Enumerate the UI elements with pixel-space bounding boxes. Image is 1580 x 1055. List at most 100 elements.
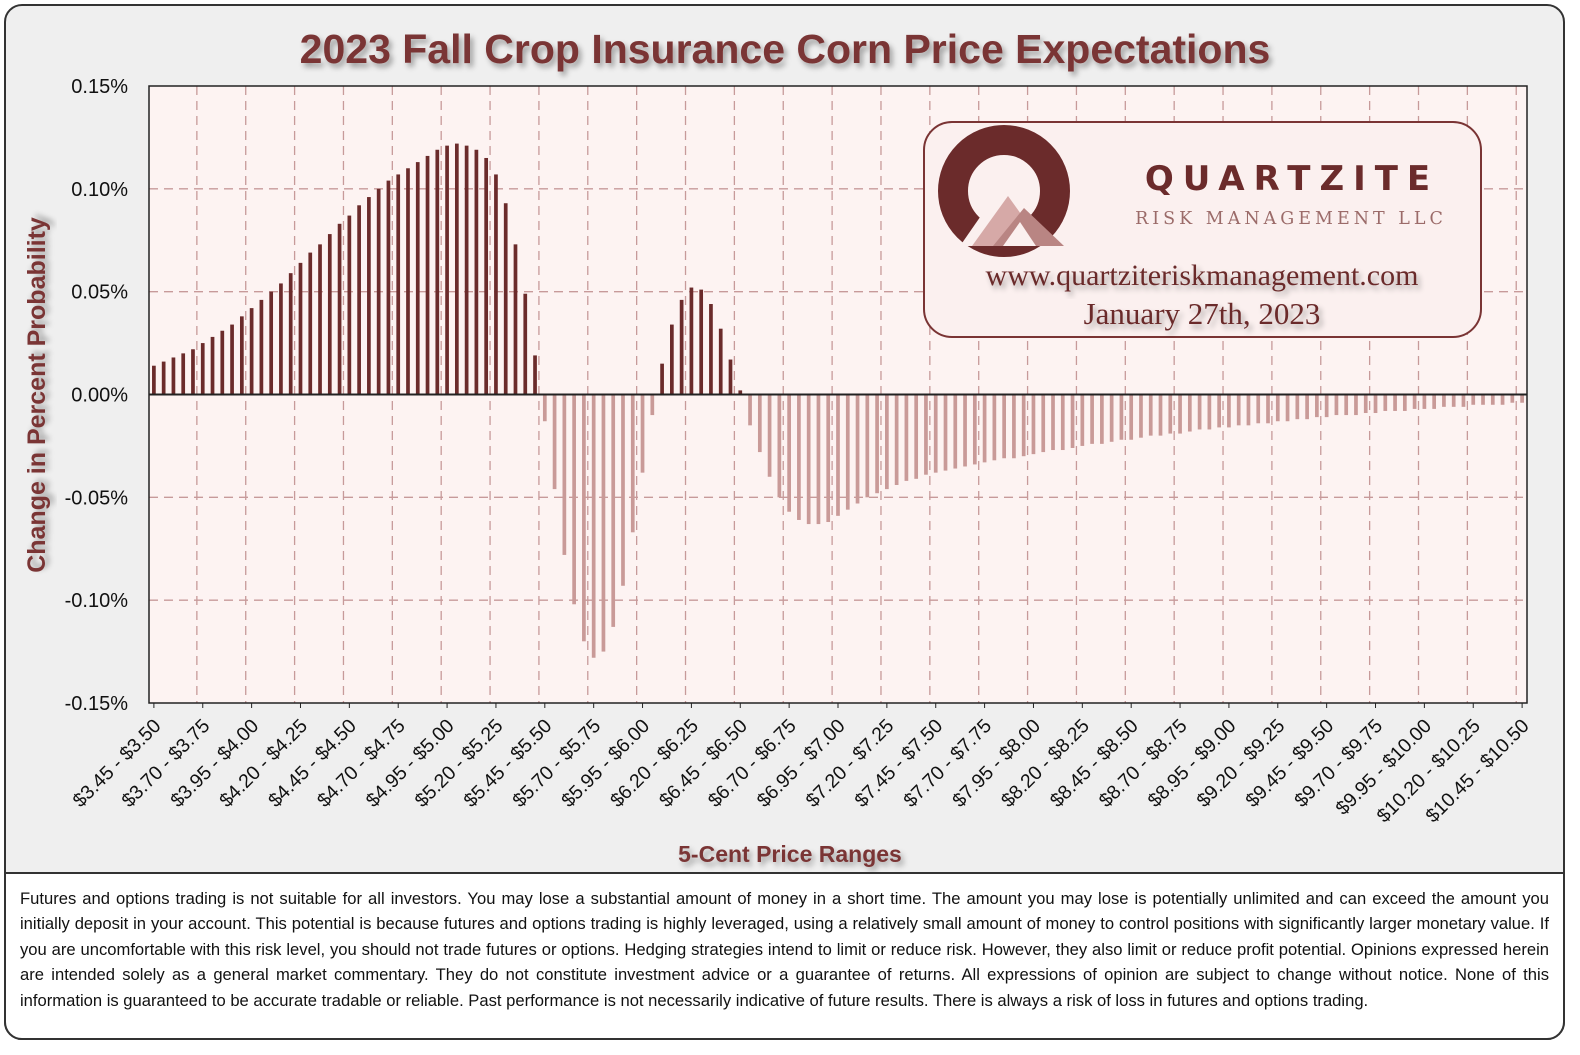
bar-5.65 [582,394,586,642]
bar-6.75 [797,394,801,520]
bar-series [152,143,1524,658]
bar-5.80 [611,394,616,627]
bar-7.60 [963,394,967,467]
bar-8.35 [1109,394,1114,442]
bar-9.60 [1354,394,1358,416]
bar-9.50 [1334,394,1339,416]
bar-5.30 [513,244,518,395]
bar-5.40 [533,355,537,395]
bar-7.25 [894,394,899,485]
bar-7.55 [953,394,958,469]
bar-6.35 [718,328,723,395]
bar-6.55 [757,394,762,453]
bar-8.80 [1197,394,1202,430]
bar-4.00 [259,299,264,395]
bar-7.85 [1012,394,1016,459]
bar-3.80 [220,330,225,395]
bar-7.90 [1021,394,1026,457]
bar-5.15 [484,157,489,395]
bar-6.65 [777,394,782,498]
bar-8.40 [1119,394,1124,440]
bar-10.30 [1490,394,1495,405]
bar-7.30 [904,394,909,481]
chart-svg: 2023 Fall Crop Insurance Corn Price Expe… [23,26,1534,867]
x-axis-label: 5-Cent Price Ranges [678,841,902,867]
bar-10.00 [1432,394,1437,409]
bar-4.50 [357,205,361,395]
bar-9.95 [1422,394,1427,409]
bar-3.50 [161,361,166,395]
bar-6.05 [660,363,664,395]
bar-10.45 [1520,394,1524,403]
bar-5.60 [572,394,576,605]
bar-5.55 [562,394,567,555]
bar-8.45 [1129,394,1134,440]
bar-4.85 [425,155,430,395]
bar-10.05 [1442,394,1446,407]
bar-5.50 [552,394,557,490]
bar-4.60 [376,188,381,395]
bar-7.80 [1002,394,1006,459]
bar-4.95 [445,145,449,395]
bar-4.80 [415,162,420,395]
bar-8.10 [1060,394,1065,451]
bar-6.30 [709,304,713,395]
bar-5.25 [503,203,508,395]
bar-7.70 [982,394,987,463]
bar-3.85 [230,324,234,395]
disclaimer-text: Futures and options trading is not suita… [4,872,1565,1040]
bar-8.70 [1178,394,1182,434]
bar-5.05 [464,145,469,395]
bar-5.95 [640,394,645,473]
bar-8.50 [1139,394,1143,438]
bar-9.30 [1295,394,1300,420]
bar-7.10 [865,394,870,498]
bar-3.90 [239,316,244,395]
logo-box: QUARTZITE RISK MANAGEMENT LLC www.quartz… [923,121,1482,338]
bar-5.75 [601,394,606,652]
bar-3.45 [152,365,156,395]
bar-4.30 [318,244,322,395]
bar-3.55 [171,357,176,395]
bar-5.70 [591,394,596,658]
bar-7.15 [875,394,879,494]
bar-4.70 [396,174,401,395]
y-tick-label: -0.10% [65,590,129,612]
bar-10.20 [1471,394,1476,405]
bar-5.20 [494,174,498,395]
bar-7.95 [1031,394,1036,455]
bar-6.85 [816,394,821,525]
bar-6.50 [748,394,752,426]
bar-4.55 [367,197,371,395]
bar-8.00 [1041,394,1046,453]
bar-3.70 [200,343,205,395]
bar-4.90 [435,149,440,395]
bar-9.15 [1266,394,1270,424]
bar-4.25 [308,252,313,395]
bar-6.00 [650,394,655,416]
bar-9.80 [1393,394,1397,411]
bar-7.40 [924,394,928,475]
bar-6.40 [728,359,733,395]
logo-subtitle: RISK MANAGEMENT LLC [1135,209,1447,229]
bar-4.05 [269,291,274,395]
bar-9.10 [1256,394,1261,424]
y-axis-ticks: 0.15% 0.10% 0.05% 0.00% -0.05% -0.10% -0.15% [65,76,129,715]
bar-4.15 [288,273,293,395]
y-tick-label: 0.10% [71,179,128,201]
bar-10.10 [1451,394,1456,407]
bar-9.85 [1402,394,1407,411]
y-tick-label: -0.15% [65,693,129,715]
bar-9.70 [1373,394,1378,414]
bar-8.60 [1158,394,1163,436]
y-tick-label: -0.05% [65,487,129,509]
bar-4.20 [298,262,303,395]
bar-7.05 [855,394,860,504]
bar-10.15 [1461,394,1466,407]
bar-9.75 [1383,394,1388,411]
bar-10.25 [1481,394,1485,405]
bar-6.80 [806,394,811,525]
bar-9.00 [1236,394,1241,426]
bar-6.10 [670,324,674,395]
y-tick-label: 0.05% [71,282,128,304]
